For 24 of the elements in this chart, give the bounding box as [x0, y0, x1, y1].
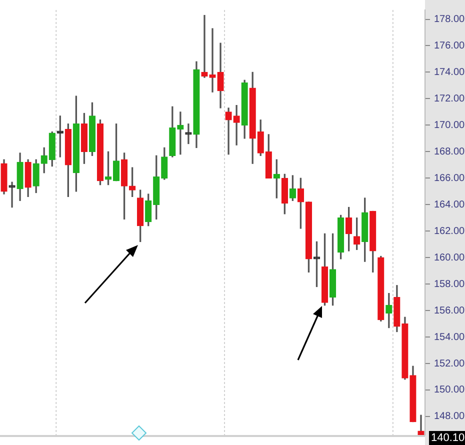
y-tick-label: 170.00	[434, 120, 465, 131]
y-tick-label: 174.00	[434, 66, 465, 78]
candlestick	[225, 108, 232, 155]
candlestick	[201, 14, 208, 78]
y-tick-label: 166.00	[434, 172, 465, 184]
y-tick-label: 162.00	[434, 226, 465, 237]
y-tick-label: 160.00	[434, 252, 465, 264]
y-tick-label: 158.00	[434, 278, 465, 290]
y-tick-label: 176.00	[434, 40, 465, 52]
y-tick-label: 148.00	[434, 411, 465, 422]
y-tick-label: 168.00	[434, 146, 465, 158]
y-tick-label: 178.00	[434, 14, 465, 26]
candlestick	[233, 104, 240, 146]
candlestick	[177, 112, 184, 155]
text: 140.10	[431, 432, 465, 444]
y-tick-label: 172.00	[434, 93, 465, 104]
y-tick-label: 150.00	[434, 384, 465, 396]
y-tick-label: 164.00	[434, 199, 465, 210]
y-tick-label: 154.00	[434, 332, 465, 343]
y-tick-label: 152.00	[434, 358, 465, 370]
candlestick	[209, 28, 216, 92]
candlestick	[418, 414, 424, 435]
candlestick	[185, 124, 192, 144]
y-tick-label: 156.00	[434, 305, 465, 316]
